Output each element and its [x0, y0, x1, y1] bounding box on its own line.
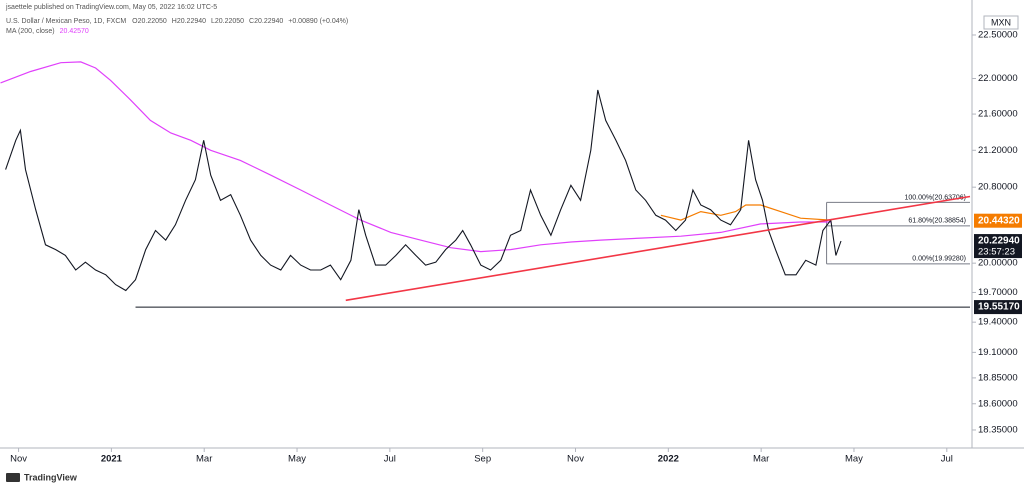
x-tick-label: Sep: [474, 454, 491, 465]
x-tick-label: 2021: [101, 454, 123, 465]
x-tick-label: May: [845, 454, 863, 465]
footer-logo: [6, 473, 20, 482]
symbol: U.S. Dollar / Mexican Peso, 1D, FXCM: [6, 18, 126, 25]
fib-label: 100.00%(20.63706): [905, 194, 967, 201]
y-tick-label: 20.80000: [978, 182, 1018, 193]
x-tick-label: Mar: [753, 454, 769, 465]
trendline: [345, 195, 971, 302]
close: C20.22940: [249, 18, 283, 25]
ma2-price-box: [974, 213, 1022, 228]
last-price-box: [974, 234, 1022, 259]
x-tick-label: May: [288, 454, 306, 465]
support-price-label: 19.55170: [978, 302, 1020, 313]
last-price-label: 20.22940: [978, 236, 1020, 247]
x-tick-label: Mar: [196, 454, 212, 465]
ma-legend: MA (200, close) 20.42570: [6, 28, 89, 35]
footer-logo-text: TradingView: [24, 472, 78, 482]
x-tick-label: Jul: [384, 454, 396, 465]
y-tick-label: 21.60000: [978, 109, 1018, 120]
x-tick-label: Jul: [941, 454, 953, 465]
y-tick-label: 19.10000: [978, 347, 1018, 358]
y-tick-label: 19.40000: [978, 317, 1018, 328]
y-tick-label: 18.60000: [978, 398, 1018, 409]
price-line: [5, 89, 842, 292]
y-tick-label: 18.35000: [978, 424, 1018, 435]
y-tick-label: 22.00000: [978, 73, 1018, 84]
low: L20.22050: [211, 18, 244, 25]
publisher: jsaettele published on TradingView.com, …: [5, 4, 217, 11]
y-tick-label: 21.20000: [978, 145, 1018, 156]
y-tick-label: 18.85000: [978, 372, 1018, 383]
ma-name: MA (200, close): [6, 28, 55, 35]
symbol-line: U.S. Dollar / Mexican Peso, 1D, FXCM O20…: [6, 18, 348, 25]
plot-area: 100.00%(20.63706) 61.80%(20.38854) 0.00%(1…: [0, 61, 971, 308]
high: H20.22940: [172, 18, 206, 25]
x-tick-label: Nov: [10, 454, 27, 465]
change: +0.00890 (+0.04%): [288, 18, 348, 25]
y-tick-label: 22.50000: [978, 29, 1018, 40]
ma2-price-label: 20.44320: [978, 215, 1020, 226]
fib-label: 0.00%(19.99280): [912, 256, 966, 263]
y-tick-label: 20.00000: [978, 258, 1018, 269]
moving-average: [0, 61, 831, 253]
open: O20.22050: [132, 18, 167, 25]
last-price-countdown: 23:57:23: [978, 247, 1015, 258]
x-tick-label: Nov: [567, 454, 584, 465]
fib-label: 61.80%(20.38854): [908, 218, 966, 225]
ma-value: 20.42570: [60, 28, 89, 35]
currency: MXN: [991, 17, 1011, 27]
currency-box: [983, 15, 1019, 30]
x-tick-label: 2022: [658, 454, 679, 465]
support-price-box: [974, 300, 1022, 315]
y-tick-label: 19.70000: [978, 287, 1018, 298]
